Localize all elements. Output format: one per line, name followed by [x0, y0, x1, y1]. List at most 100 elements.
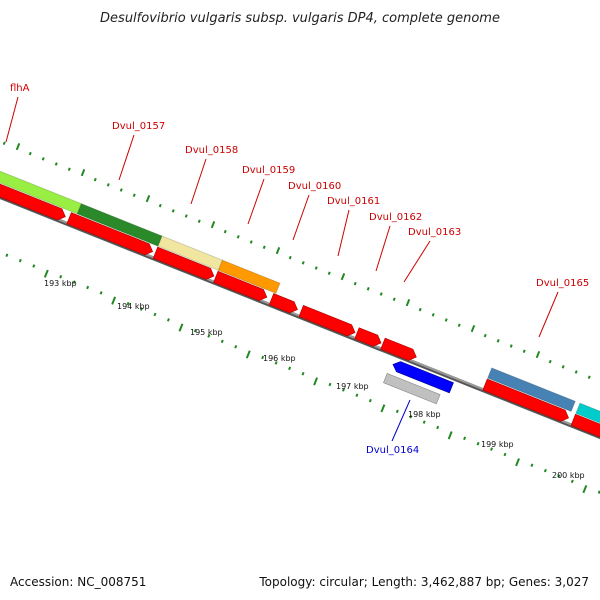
gene-label: Dvul_0161: [327, 196, 380, 207]
lower-tick: [99, 291, 103, 295]
upper-tick: [262, 245, 266, 249]
upper-tick: [444, 318, 448, 322]
lower-tick: [313, 377, 319, 386]
scale-label: 200 kbp: [552, 471, 585, 480]
upper-tick: [54, 162, 58, 166]
upper-tick: [353, 281, 357, 286]
lower-tick: [395, 409, 399, 414]
upper-tick: [418, 307, 422, 312]
gene-feature: [217, 259, 281, 295]
gene-feature: [486, 367, 576, 413]
lower-tick: [18, 258, 22, 263]
upper-tick: [314, 266, 318, 270]
cds-arrow: [213, 270, 268, 301]
upper-tick: [119, 188, 123, 192]
lower-tick: [409, 415, 413, 419]
gene-label: flhA: [10, 83, 30, 94]
upper-tick: [236, 235, 240, 239]
cds-arrow: [152, 246, 215, 280]
lower-tick: [368, 398, 372, 403]
map-title: Desulfovibrio vulgaris subsp. vulgaris D…: [100, 11, 500, 26]
cds-arrow: [66, 212, 154, 256]
upper-tick: [574, 370, 578, 374]
lower-tick: [476, 441, 480, 446]
upper-tick: [535, 350, 541, 359]
lower-tick: [515, 458, 520, 467]
gene-label-leader: [375, 225, 391, 272]
scale-labels: 193 kbp 194 kbp 195 kbp 196 kbp 197 kbp 198 k…: [44, 279, 585, 480]
gene-track: [0, 170, 600, 424]
gene-label-leader: [118, 134, 135, 181]
lower-tick: [530, 463, 534, 468]
lower-tick: [301, 371, 305, 376]
lower-tick: [341, 388, 345, 392]
cds-arrow: [298, 305, 356, 337]
upper-tick: [496, 339, 500, 343]
lower-tick: [126, 301, 130, 306]
lower-tick: [582, 485, 588, 494]
upper-tick: [171, 209, 175, 213]
upper-tick: [392, 297, 396, 301]
reverse-gene: [383, 373, 441, 405]
lower-tick: [490, 447, 494, 451]
gene-labels: flhA Dvul_0157 Dvul_0158 Dvul_0159 Dvul_0160…: [5, 83, 589, 456]
lower-tick: [422, 420, 426, 424]
upper-tick: [275, 246, 281, 255]
upper-tick: [470, 324, 476, 333]
lower-tick: [193, 328, 197, 333]
lower-tick: [543, 468, 547, 473]
lower-tick: [447, 431, 453, 440]
upper-tick: [548, 359, 552, 364]
upper-tick: [327, 271, 331, 275]
lower-tick: [220, 339, 224, 344]
upper-tick: [483, 333, 487, 338]
upper-tick: [223, 229, 227, 234]
upper-tick: [457, 323, 461, 327]
upper-tick: [80, 168, 86, 177]
cds-arrow: [268, 293, 298, 314]
scale-label: 196 kbp: [263, 354, 296, 363]
upper-tick: [405, 298, 411, 307]
upper-tick: [15, 142, 21, 151]
lower-tick: [111, 296, 117, 305]
lower-tick: [234, 344, 238, 349]
gene-label: Dvul_0157: [112, 121, 165, 132]
tick-marks: [2, 141, 600, 494]
upper-tick: [522, 349, 526, 353]
gene-feature: [575, 402, 600, 424]
lower-tick: [503, 452, 507, 457]
gene-label: Dvul_0164: [366, 445, 419, 456]
upper-tick: [67, 167, 71, 172]
lower-tick: [86, 285, 90, 290]
gene-label: Dvul_0163: [408, 227, 461, 238]
cds-arrow: [0, 183, 66, 221]
upper-tick: [379, 292, 383, 296]
lower-tick: [463, 436, 467, 441]
upper-tick: [288, 255, 292, 260]
gene-label-leader: [538, 291, 559, 338]
upper-tick: [145, 194, 151, 203]
lower-tick: [207, 334, 211, 338]
gene-label: Dvul_0160: [288, 181, 341, 192]
gene-label-leader: [247, 178, 265, 225]
gene-label-leader: [292, 194, 310, 241]
lower-tick: [355, 393, 359, 397]
lower-tick: [59, 274, 63, 279]
lower-tick: [288, 366, 292, 371]
lower-tick: [32, 264, 36, 268]
upper-tick: [132, 193, 136, 198]
scale-label: 193 kbp: [44, 279, 77, 288]
upper-tick: [587, 375, 591, 379]
gene-label-leader: [403, 240, 431, 283]
upper-tick: [184, 214, 188, 218]
gene-label: Dvul_0159: [242, 165, 295, 176]
upper-tick: [2, 141, 6, 146]
scale-label: 199 kbp: [481, 440, 514, 449]
lower-tick: [153, 312, 157, 317]
gene-label: Dvul_0158: [185, 145, 238, 156]
upper-tick: [509, 344, 513, 348]
scale-label: 198 kbp: [408, 410, 441, 419]
gene-label-leader: [391, 399, 411, 442]
scale-label: 197 kbp: [336, 382, 369, 391]
upper-tick: [366, 287, 370, 291]
